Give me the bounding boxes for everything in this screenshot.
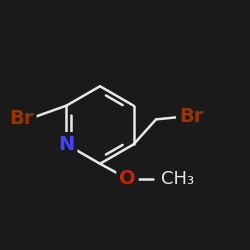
Text: Br: Br xyxy=(179,108,203,126)
Text: O: O xyxy=(119,169,136,188)
Text: N: N xyxy=(58,135,74,154)
Text: CH₃: CH₃ xyxy=(161,170,194,188)
Text: Br: Br xyxy=(9,108,34,128)
